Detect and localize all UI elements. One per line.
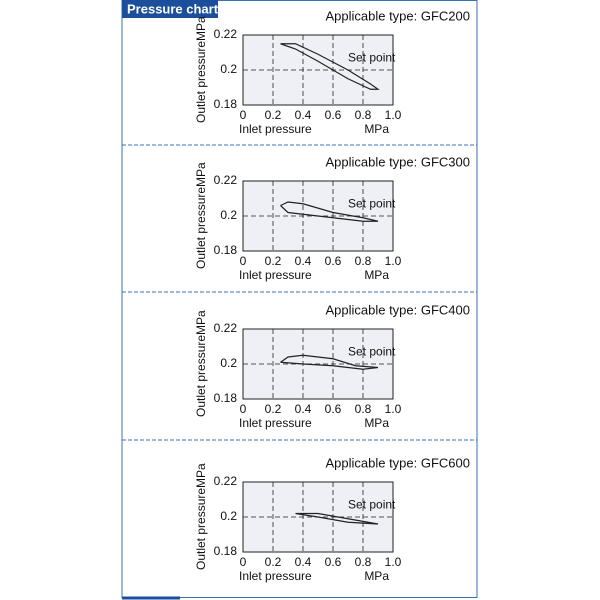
x-axis-unit: MPa [364, 268, 389, 282]
x-tick-label: 0.2 [265, 402, 282, 416]
x-tick-label: 0.6 [325, 108, 342, 122]
x-axis-unit: MPa [364, 569, 389, 583]
x-tick-label: 0 [240, 254, 247, 268]
x-tick-label: 0.8 [355, 402, 372, 416]
x-tick-label: 1.0 [385, 254, 402, 268]
curve [280, 43, 380, 90]
y-tick-label: 0.18 [214, 97, 238, 111]
x-tick-label: 1.0 [385, 555, 402, 569]
x-axis-label: Inlet pressure [239, 416, 312, 430]
x-tick-label: 0.2 [265, 254, 282, 268]
curve [280, 354, 379, 370]
x-tick-label: 0.4 [295, 254, 312, 268]
chart-title: Applicable type: GFC300 [325, 154, 470, 169]
x-tick-label: 0.6 [325, 555, 342, 569]
x-tick-label: 0.2 [265, 108, 282, 122]
y-tick-label: 0.18 [214, 544, 238, 558]
annotation: Set point [348, 196, 396, 210]
x-tick-label: 0.6 [325, 402, 342, 416]
x-tick-label: 0.4 [295, 402, 312, 416]
chart-title: Applicable type: GFC600 [325, 455, 470, 470]
chart-title: Applicable type: GFC200 [325, 8, 470, 23]
y-tick-label: 0.22 [214, 173, 238, 187]
y-tick-label: 0.22 [214, 27, 238, 41]
y-axis-unit: MPa [194, 463, 208, 488]
y-axis-unit: MPa [194, 310, 208, 335]
x-axis-label: Inlet pressure [239, 122, 312, 136]
x-tick-label: 1.0 [385, 402, 402, 416]
y-axis-unit: MPa [194, 16, 208, 41]
x-tick-label: 0.2 [265, 555, 282, 569]
x-tick-label: 0 [240, 555, 247, 569]
y-tick-label: 0.2 [220, 356, 237, 370]
chart-title: Applicable type: GFC400 [325, 302, 470, 317]
x-tick-label: 0.8 [355, 108, 372, 122]
curve [280, 201, 379, 222]
y-axis-label: Outlet pressure [194, 41, 208, 123]
y-tick-label: 0.2 [220, 509, 237, 523]
y-axis-label: Outlet pressure [194, 187, 208, 269]
header-box [122, 0, 218, 18]
y-tick-label: 0.2 [220, 62, 237, 76]
y-tick-label: 0.18 [214, 243, 238, 257]
y-tick-label: 0.2 [220, 208, 237, 222]
annotation: Set point [348, 497, 396, 511]
x-axis-label: Inlet pressure [239, 569, 312, 583]
x-tick-label: 0 [240, 108, 247, 122]
y-axis-unit: MPa [194, 162, 208, 187]
x-axis-unit: MPa [364, 416, 389, 430]
annotation: Set point [348, 50, 396, 64]
x-tick-label: 0.8 [355, 254, 372, 268]
x-tick-label: 0.4 [295, 108, 312, 122]
y-axis-label: Outlet pressure [194, 488, 208, 570]
y-axis-label: Outlet pressure [194, 335, 208, 417]
x-tick-label: 1.0 [385, 108, 402, 122]
x-axis-unit: MPa [364, 122, 389, 136]
y-tick-label: 0.18 [214, 391, 238, 405]
x-tick-label: 0.8 [355, 555, 372, 569]
y-tick-label: 0.22 [214, 321, 238, 335]
x-tick-label: 0 [240, 402, 247, 416]
frame [121, 0, 478, 598]
curve [295, 512, 379, 525]
x-axis-label: Inlet pressure [239, 268, 312, 282]
x-tick-label: 0.6 [325, 254, 342, 268]
annotation: Set point [348, 344, 396, 358]
x-tick-label: 0.4 [295, 555, 312, 569]
y-tick-label: 0.22 [214, 474, 238, 488]
header-title: Pressure chart [127, 1, 219, 16]
